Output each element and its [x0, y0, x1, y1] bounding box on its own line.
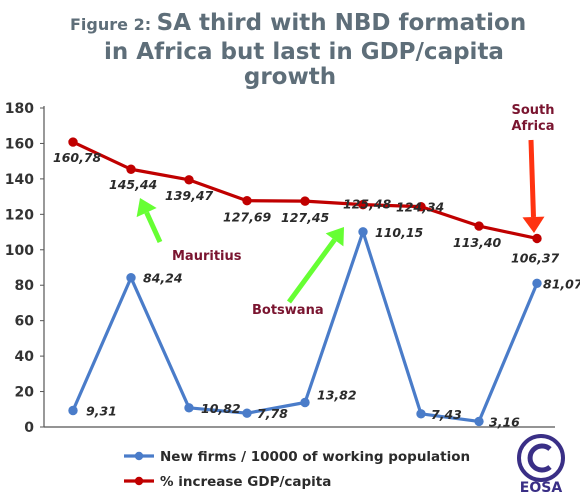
data-label: 84,24 [143, 271, 183, 286]
data-label: 106,37 [511, 250, 560, 265]
y-tick-label: 20 [15, 385, 35, 401]
copyright-icon [517, 434, 565, 482]
legend-swatch-marker-1 [134, 476, 144, 486]
y-tick-label: 140 [5, 172, 34, 188]
annotation-botswana: Botswana [252, 303, 324, 318]
arrow-south-africa-shaft [528, 139, 536, 218]
data-point [126, 273, 136, 283]
arrow-mauritius-shaft [144, 211, 163, 244]
data-label: 127,69 [223, 210, 272, 225]
data-point [242, 408, 252, 418]
chart-title-line-2: in Africa but last in GDP/capita [104, 39, 504, 65]
logo-text: EOSA [520, 480, 563, 496]
data-label: 124,34 [396, 200, 444, 215]
arrow-botswana-shaft [286, 238, 337, 304]
data-point [532, 233, 542, 244]
series-line-0 [71, 230, 539, 423]
data-point [184, 403, 194, 413]
data-label: 110,15 [375, 225, 424, 240]
data-point [300, 196, 310, 206]
data-label: 145,44 [109, 177, 157, 192]
data-label: 3,16 [489, 414, 520, 429]
legend-swatch-marker-0 [134, 451, 144, 461]
data-point [126, 164, 136, 174]
chart-title-line-3: growth [244, 64, 336, 90]
data-label: 139,47 [165, 188, 214, 203]
data-label: 9,31 [86, 404, 117, 419]
legend-label-1: % increase GDP/capita [160, 474, 331, 490]
data-point [68, 405, 78, 416]
data-point [416, 201, 426, 212]
data-point [242, 196, 252, 206]
annotation-south-africa-line-2: Africa [511, 119, 554, 134]
arrow-south-africa-head [522, 216, 545, 233]
arrow-botswana-head [325, 227, 344, 247]
data-point [358, 199, 368, 210]
annotation-mauritius: Mauritius [172, 249, 242, 264]
data-label: 113,40 [453, 235, 502, 250]
y-tick-label: 40 [15, 349, 35, 365]
data-label: 7,43 [431, 407, 462, 422]
y-tick-label: 160 [5, 136, 34, 152]
data-point [358, 227, 368, 237]
data-label: 13,82 [317, 388, 357, 403]
data-point [532, 278, 542, 289]
data-point [474, 221, 484, 231]
data-label: 160,78 [53, 150, 102, 165]
data-point [474, 416, 484, 427]
chart-title-line-1: Figure 2: SA third with NBD formation [70, 10, 526, 36]
y-tick-label: 100 [5, 243, 34, 259]
data-point [68, 137, 78, 147]
data-label: 81,07 [543, 276, 580, 291]
data-point [300, 397, 310, 408]
figure-label: Figure 2: [70, 15, 157, 34]
y-tick-label: 80 [15, 278, 35, 294]
y-tick-label: 120 [5, 207, 34, 223]
data-label: 10,82 [201, 401, 241, 416]
data-point [184, 175, 194, 185]
data-point [416, 409, 426, 419]
data-label: 7,78 [257, 406, 288, 421]
arrow-mauritius-head [136, 198, 157, 218]
annotation-south-africa-line-1: South [511, 103, 554, 118]
chart-title-text-1: SA third with NBD formation [157, 10, 527, 36]
y-tick-label: 180 [5, 101, 34, 117]
copyright-icon-c [527, 443, 552, 473]
data-label: 125,48 [343, 197, 392, 212]
y-tick-label: 60 [15, 314, 35, 330]
y-tick-label: 0 [24, 420, 34, 436]
data-label: 127,45 [281, 210, 330, 225]
legend-label-0: New firms / 10000 of working population [160, 449, 470, 465]
